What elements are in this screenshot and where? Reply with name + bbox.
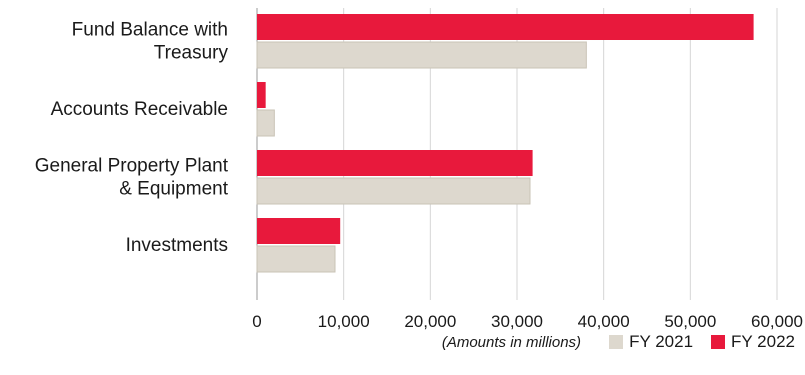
category-labels: Fund Balance with Treasury Accounts Receiv… <box>35 20 229 257</box>
bar-fy-2022 <box>257 82 266 108</box>
category-label-line: Treasury <box>154 43 229 64</box>
legend-swatch-fy2022 <box>711 335 726 349</box>
category-label-line: Fund Balance with <box>72 20 228 41</box>
legend: (Amounts in millions) FY 2021 FY 2022 <box>442 330 795 354</box>
category-label-line: & Equipment <box>119 179 229 200</box>
bar-chart: Fund Balance with Treasury Accounts Receiv… <box>35 8 803 330</box>
bar-fy-2022 <box>257 218 341 244</box>
category-label-line: Investments <box>126 235 228 256</box>
x-tick-label: 50,000 <box>664 312 716 330</box>
bar-fy-2021 <box>256 109 275 137</box>
category-label: Fund Balance with Treasury <box>72 20 229 64</box>
category-label: Investments <box>126 235 228 256</box>
x-tick-label: 30,000 <box>491 312 543 330</box>
x-tick-label: 20,000 <box>404 312 456 330</box>
x-tick-label: 40,000 <box>578 312 630 330</box>
bar-fy-2021 <box>256 177 531 205</box>
bar-fy-2021 <box>256 41 587 69</box>
x-tick-label: 10,000 <box>318 312 370 330</box>
category-label-line: General Property Plant <box>35 156 229 177</box>
x-tick-label: 0 <box>252 312 261 330</box>
legend-swatch-fy2021 <box>609 335 624 349</box>
legend-label-fy2021: FY 2021 <box>629 332 694 351</box>
units-note: (Amounts in millions) <box>441 333 582 351</box>
x-tick-label: 60,000 <box>751 312 803 330</box>
category-label-line: Accounts Receivable <box>51 99 228 120</box>
category-label: General Property Plant & Equipment <box>35 156 229 200</box>
bars <box>256 14 754 273</box>
legend-label-fy2022: FY 2022 <box>731 332 795 351</box>
legend-entry-fy2021: FY 2021 <box>609 332 693 352</box>
x-axis-ticks: 0 10,000 20,000 30,000 40,000 50,000 60,000 <box>252 312 803 330</box>
bar-fy-2021 <box>256 245 336 273</box>
category-label: Accounts Receivable <box>51 99 228 120</box>
bar-fy-2022 <box>257 150 533 176</box>
bar-fy-2022 <box>257 14 754 40</box>
legend-entry-fy2022: FY 2022 <box>711 332 795 352</box>
